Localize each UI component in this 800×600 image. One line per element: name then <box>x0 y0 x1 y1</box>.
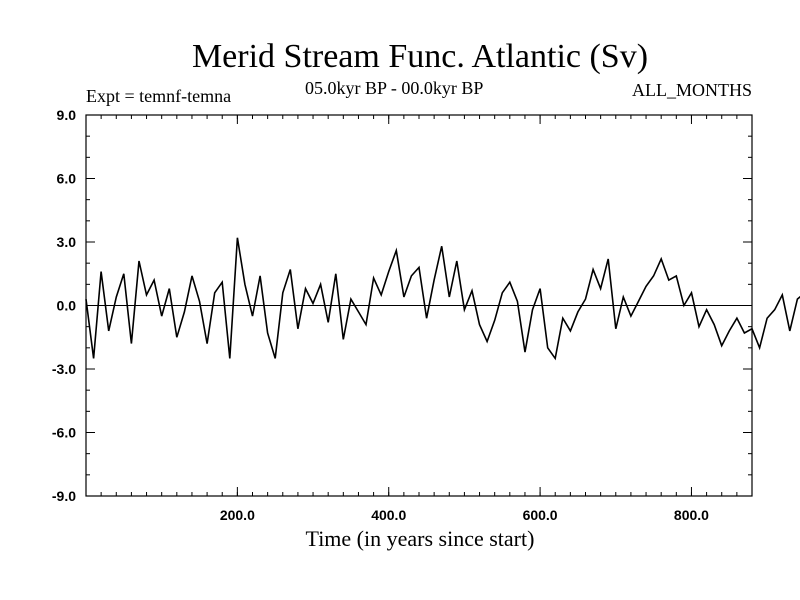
x-axis-label: Time (in years since start) <box>305 526 535 551</box>
y-tick-label: -3.0 <box>52 361 76 377</box>
y-tick-label: 3.0 <box>57 234 77 250</box>
y-tick-label: -6.0 <box>52 425 76 441</box>
y-tick-label: 9.0 <box>57 107 77 123</box>
experiment-label: Expt = temnf-temna <box>86 86 232 106</box>
y-tick-label: 0.0 <box>57 298 77 314</box>
y-tick-label: -9.0 <box>52 488 76 504</box>
y-tick-label: 6.0 <box>57 171 77 187</box>
x-tick-label: 400.0 <box>371 507 406 523</box>
x-tick-label: 800.0 <box>674 507 709 523</box>
months-label: ALL_MONTHS <box>632 80 752 100</box>
x-tick-label: 600.0 <box>523 507 558 523</box>
chart-subtitle: 05.0kyr BP - 00.0kyr BP <box>305 78 484 98</box>
series-line <box>85 237 800 361</box>
chart-title: Merid Stream Func. Atlantic (Sv) <box>191 38 649 75</box>
x-tick-label: 200.0 <box>220 507 255 523</box>
